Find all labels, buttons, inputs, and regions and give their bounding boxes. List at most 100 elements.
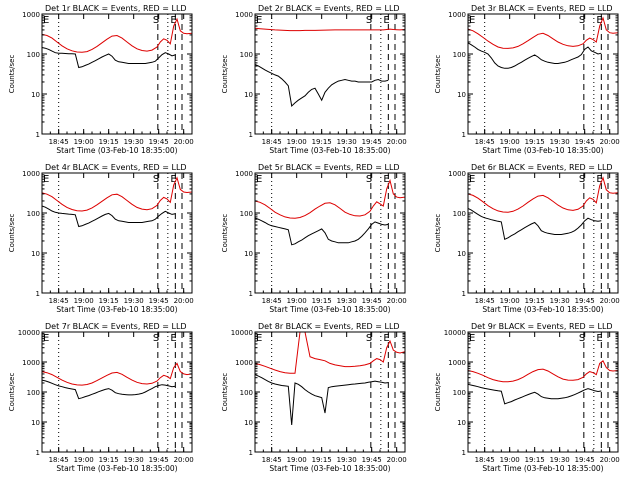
x-tick-label: 19:00 bbox=[74, 456, 94, 464]
x-tick-label: 19:45 bbox=[149, 297, 169, 305]
series-lld-line bbox=[467, 360, 619, 383]
x-tick-label: 19:00 bbox=[500, 456, 520, 464]
x-tick-label: 19:30 bbox=[550, 138, 570, 146]
y-axis-label: Counts/sec bbox=[434, 214, 442, 253]
x-tick-label: 20:00 bbox=[174, 456, 194, 464]
series-lld-line bbox=[41, 17, 193, 53]
y-axis-label: Counts/sec bbox=[8, 373, 16, 412]
marker-label-e: E bbox=[383, 333, 389, 344]
marker-label-s: S bbox=[366, 174, 372, 185]
marker-label-s: S bbox=[579, 333, 585, 344]
y-tick-label: 10 bbox=[457, 250, 466, 258]
series-events-line bbox=[254, 374, 389, 425]
x-tick-label: 18:45 bbox=[262, 456, 282, 464]
y-axis-label: Counts/sec bbox=[221, 214, 229, 253]
marker-label-e: E bbox=[469, 174, 475, 185]
y-tick-label: 10 bbox=[31, 91, 40, 99]
x-tick-label: 18:45 bbox=[475, 456, 495, 464]
y-tick-label: 1 bbox=[36, 131, 40, 139]
series-events-line bbox=[467, 42, 602, 69]
x-axis-label: Start Time (03-Feb-10 18:35:00) bbox=[269, 305, 390, 314]
series-lld-line bbox=[41, 176, 193, 212]
x-tick-label: 19:45 bbox=[362, 297, 382, 305]
x-axis-label: Start Time (03-Feb-10 18:35:00) bbox=[56, 146, 177, 155]
y-axis-label: Counts/sec bbox=[8, 214, 16, 253]
marker-label-e: E bbox=[256, 174, 262, 185]
y-tick-label: 10 bbox=[457, 91, 466, 99]
x-axis-label: Start Time (03-Feb-10 18:35:00) bbox=[482, 464, 603, 473]
marker-label-e: E bbox=[43, 15, 49, 26]
marker-label-e: E bbox=[383, 15, 389, 26]
chart-title: Det 6r BLACK = Events, RED = LLD bbox=[471, 163, 613, 172]
x-tick-label: 18:45 bbox=[475, 138, 495, 146]
marker-label-e: E bbox=[43, 174, 49, 185]
x-tick-label: 19:45 bbox=[575, 138, 595, 146]
marker-label-e: E bbox=[383, 174, 389, 185]
x-tick-label: 18:45 bbox=[49, 297, 69, 305]
y-tick-label: 1 bbox=[36, 449, 40, 457]
marker-label-e: E bbox=[469, 15, 475, 26]
marker-label-s: S bbox=[579, 174, 585, 185]
y-tick-label: 100 bbox=[27, 210, 40, 218]
y-tick-label: 100 bbox=[240, 389, 253, 397]
series-events-line bbox=[254, 217, 389, 246]
x-tick-label: 19:00 bbox=[287, 138, 307, 146]
x-axis-label: Start Time (03-Feb-10 18:35:00) bbox=[56, 305, 177, 314]
series-lld-line bbox=[467, 176, 619, 213]
x-tick-label: 18:45 bbox=[262, 297, 282, 305]
x-tick-label: 19:30 bbox=[124, 138, 144, 146]
series-events-line bbox=[467, 383, 602, 405]
x-tick-label: 19:30 bbox=[550, 297, 570, 305]
series-events-line bbox=[467, 207, 602, 241]
chart-title: Det 4r BLACK = Events, RED = LLD bbox=[45, 163, 187, 172]
x-tick-label: 19:45 bbox=[149, 138, 169, 146]
y-tick-label: 100 bbox=[453, 210, 466, 218]
y-axis-label: Counts/sec bbox=[221, 373, 229, 412]
x-tick-label: 20:00 bbox=[600, 456, 620, 464]
x-tick-label: 19:00 bbox=[74, 138, 94, 146]
y-axis-label: Counts/sec bbox=[434, 55, 442, 94]
chart-title: Det 1r BLACK = Events, RED = LLD bbox=[45, 4, 187, 13]
marker-label-s: S bbox=[153, 333, 159, 344]
y-tick-label: 1000 bbox=[235, 11, 253, 19]
marker-label-e: E bbox=[596, 15, 602, 26]
x-tick-label: 19:00 bbox=[500, 297, 520, 305]
plot-frame bbox=[467, 331, 619, 453]
x-tick-label: 19:30 bbox=[124, 297, 144, 305]
x-tick-label: 18:45 bbox=[49, 456, 69, 464]
series-lld-line bbox=[254, 178, 406, 219]
y-tick-label: 1 bbox=[36, 290, 40, 298]
y-tick-label: 1000 bbox=[448, 359, 466, 367]
y-tick-label: 1 bbox=[249, 290, 253, 298]
y-tick-label: 10000 bbox=[231, 329, 253, 337]
y-tick-label: 1 bbox=[462, 290, 466, 298]
x-tick-label: 20:00 bbox=[387, 456, 407, 464]
y-tick-label: 1000 bbox=[448, 170, 466, 178]
x-axis-label: Start Time (03-Feb-10 18:35:00) bbox=[482, 305, 603, 314]
y-tick-label: 100 bbox=[240, 210, 253, 218]
x-tick-label: 19:30 bbox=[337, 456, 357, 464]
x-tick-label: 19:00 bbox=[287, 456, 307, 464]
x-axis-label: Start Time (03-Feb-10 18:35:00) bbox=[269, 146, 390, 155]
x-tick-label: 19:15 bbox=[525, 297, 545, 305]
marker-label-e: E bbox=[256, 333, 262, 344]
series-lld-line bbox=[254, 331, 406, 374]
y-tick-label: 1 bbox=[462, 131, 466, 139]
x-axis-label: Start Time (03-Feb-10 18:35:00) bbox=[56, 464, 177, 473]
x-tick-label: 19:15 bbox=[99, 138, 119, 146]
y-tick-label: 1000 bbox=[235, 170, 253, 178]
marker-label-e: E bbox=[256, 15, 262, 26]
x-tick-label: 19:15 bbox=[312, 138, 332, 146]
x-tick-label: 18:45 bbox=[475, 297, 495, 305]
series-lld-line bbox=[254, 27, 406, 32]
plot-frame bbox=[41, 172, 193, 294]
y-tick-label: 1 bbox=[249, 131, 253, 139]
y-tick-label: 10000 bbox=[444, 329, 466, 337]
x-tick-label: 20:00 bbox=[600, 138, 620, 146]
